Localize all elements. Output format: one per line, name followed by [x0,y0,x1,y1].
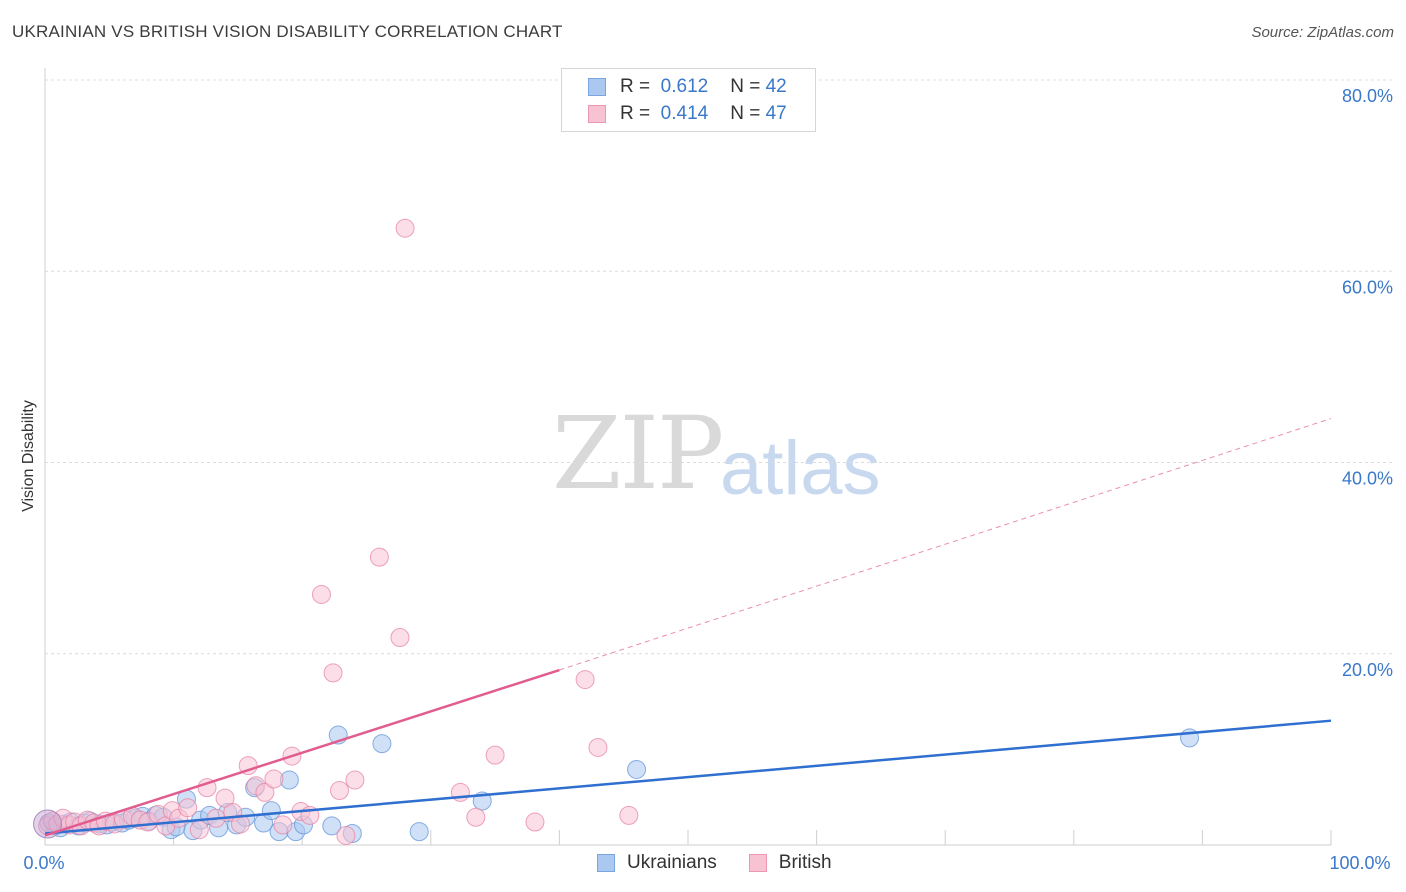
y-tick-label: 60.0% [1342,277,1393,297]
chart-title: UKRAINIAN VS BRITISH VISION DISABILITY C… [12,22,563,41]
british-point[interactable] [525,812,545,832]
legend-swatch-ukrainians [588,78,606,96]
british-point[interactable] [178,798,198,818]
legend-row-british: R = 0.414 N = 47 [588,102,787,126]
y-tick-label: 40.0% [1342,469,1393,489]
british-point[interactable] [619,805,639,825]
legend-box: R = 0.612 N = 42 R = 0.414 N = 47 [561,68,816,132]
y-tick-label: 80.0% [1342,86,1393,106]
bottom-legend-ukrainians: Ukrainians [597,852,717,874]
legend-row-ukrainians: R = 0.612 N = 42 [588,75,787,99]
british-point[interactable] [369,547,389,567]
bottom-legend-british: British [748,852,832,874]
trend-lines [44,418,1332,837]
legend-r-label: R = [620,103,651,124]
british-point[interactable] [336,825,356,845]
british-point[interactable] [189,820,209,840]
legend-n-label: N = [730,76,761,97]
cluster-point[interactable] [33,809,63,839]
grid-lines [45,79,1392,655]
ukrainians-point[interactable] [409,822,429,842]
british-point[interactable] [575,670,595,690]
british-point[interactable] [255,782,275,802]
x-tick-label-min: 0.0% [23,853,64,873]
bottom-legend-label-british: British [778,852,832,873]
y-tick-labels: 20.0% 40.0% 60.0% 80.0% [1342,86,1393,680]
british-point[interactable] [311,584,331,604]
british-point[interactable] [329,780,349,800]
bottom-legend: Ukrainians British [597,852,864,874]
data-points [33,218,1200,845]
watermark-zip: ZIP [552,395,724,512]
legend-r-label: R = [620,76,651,97]
ukrainians-point[interactable] [261,801,281,821]
british-point[interactable] [395,218,415,238]
legend-r-value: 0.612 [660,76,709,97]
british-point[interactable] [485,745,505,765]
source-label: Source: ZipAtlas.com [1251,24,1394,41]
ukrainians-point[interactable] [372,734,392,754]
british-point[interactable] [588,737,608,757]
british-point[interactable] [230,814,250,834]
british-point[interactable] [390,627,410,647]
british-point[interactable] [238,756,258,776]
legend-n-label: N = [730,103,761,124]
ukrainians-trend-line [44,719,1332,835]
ukrainians-point[interactable] [322,816,342,836]
british-point[interactable] [323,663,343,683]
british-point[interactable] [273,815,293,835]
british-point[interactable] [345,770,365,790]
ukrainians-point[interactable] [627,759,647,779]
british-point[interactable] [466,807,486,827]
british-trend-line [44,668,560,837]
legend-n-value: 42 [765,76,787,97]
bottom-legend-swatch-ukrainians [597,854,615,872]
british-point[interactable] [264,769,284,789]
bottom-legend-swatch-british [748,854,767,872]
legend-n-value: 47 [765,103,787,124]
bottom-legend-label-ukrainians: Ukrainians [627,852,717,873]
british-trend-extension [559,418,1332,671]
legend-r-value: 0.414 [660,103,709,124]
legend-swatch-british [588,105,606,123]
y-axis-title: Vision Disability [20,400,37,512]
x-tick-label-max: 100.0% [1329,853,1390,873]
watermark-atlas: atlas [720,426,881,511]
y-tick-label: 20.0% [1342,660,1393,680]
